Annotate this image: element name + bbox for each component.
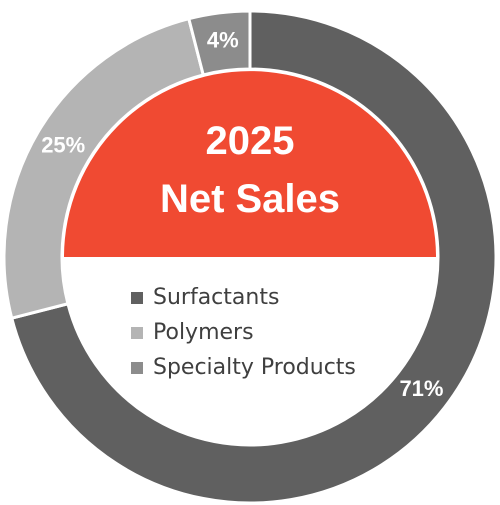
legend-label: Polymers [153,320,254,345]
legend-swatch [131,327,143,339]
value-label: 25% [41,132,85,157]
legend-label: Surfactants [153,285,279,310]
chart-title: 2025 Net Sales [159,119,341,221]
donut-slice [186,9,252,77]
legend-label: Specialty Products [153,355,356,380]
center-panel [64,71,436,257]
donut-slice [9,9,498,505]
value-label: 4% [207,28,239,53]
value-label: 71% [399,376,443,401]
legend-swatch [131,362,143,374]
legend-swatch [131,292,143,304]
